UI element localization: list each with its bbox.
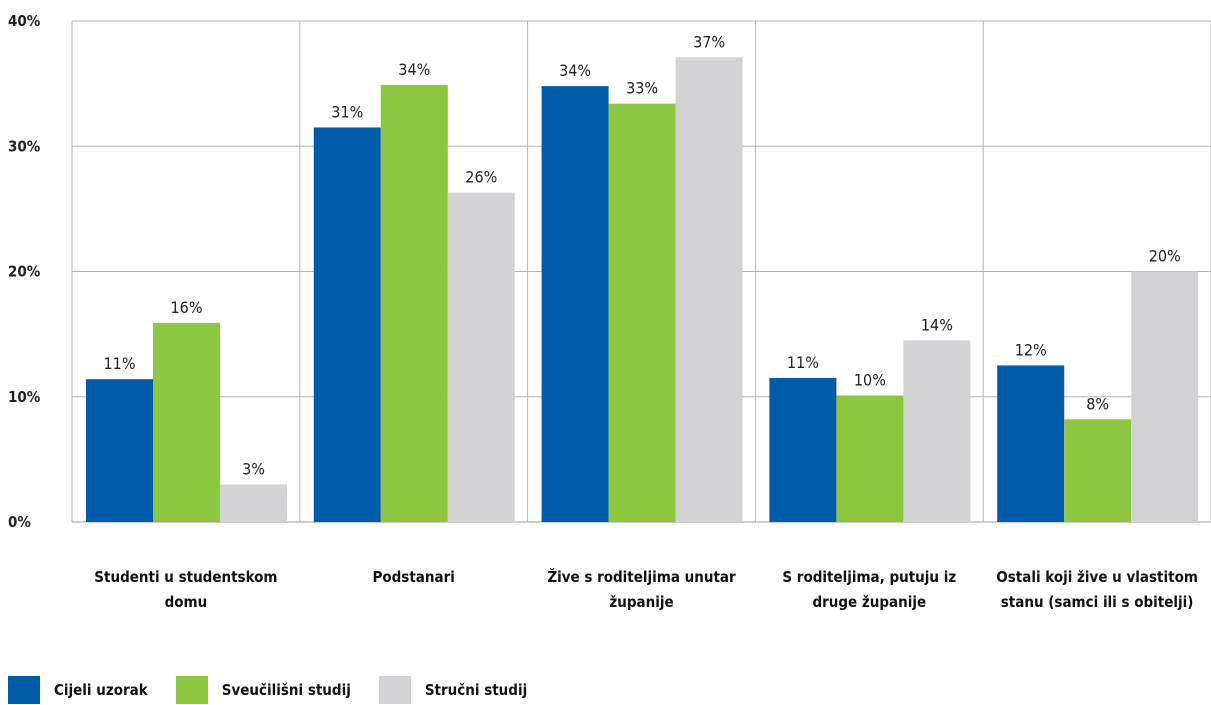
bar (380, 84, 448, 522)
bar (86, 379, 153, 522)
bar (153, 322, 220, 522)
data-label: 31% (331, 102, 363, 121)
legend-item-strucni-studij: Stručni studij (378, 676, 528, 704)
data-label: 37% (693, 32, 725, 51)
y-tick-label: 40% (8, 12, 41, 30)
category-label: druge županije (812, 593, 926, 611)
bar (541, 86, 609, 522)
bar (997, 365, 1065, 522)
category-label: županije (609, 593, 673, 611)
bar (675, 57, 743, 522)
y-tick-label: 0% (8, 513, 31, 531)
data-label: 34% (398, 60, 430, 79)
data-label: 26% (465, 168, 497, 187)
category-label: stanu (samci ili s obitelji) (1001, 593, 1194, 611)
legend-item-sveucilisni-studij: Sveučilišni studij (175, 676, 351, 704)
category-label: S roditeljima, putuju iz (782, 568, 956, 586)
data-label: 10% (854, 370, 886, 389)
legend-label: Cijeli uzorak (54, 681, 148, 699)
data-label: 8% (1086, 394, 1109, 413)
bar (903, 340, 971, 522)
data-label: 11% (787, 353, 819, 372)
y-axis-ticks: 0% 10% 20% 30% 40% (8, 12, 41, 531)
legend-swatch (175, 676, 208, 704)
bar (1064, 419, 1132, 522)
data-label: 14% (921, 315, 953, 334)
y-tick-label: 20% (8, 263, 41, 281)
data-label: 3% (242, 459, 265, 478)
legend-label: Stručni studij (424, 681, 528, 699)
bar (769, 377, 837, 522)
category-label: Studenti u studentskom (94, 568, 277, 586)
data-label: 12% (1015, 340, 1047, 359)
bar (313, 127, 381, 523)
legend-swatch (378, 676, 411, 704)
legend: Cijeli uzorak Sveučilišni studij Stručni… (8, 676, 555, 704)
category-label: Ostali koji žive u vlastitom (996, 568, 1198, 586)
data-labels: 11% 16% 3% 31% 34% 26% 34% 33% 37% 11% 10% 14% 12% 8%… (104, 32, 1181, 478)
y-tick-label: 10% (8, 388, 41, 406)
y-tick-label: 30% (8, 137, 41, 155)
bar (1131, 271, 1199, 522)
bar (836, 395, 904, 522)
category-labels: Studenti u studentskom domu Podstanari Žive… (94, 567, 1198, 611)
category-label: Žive s roditeljima unutar (547, 567, 736, 586)
data-label: 16% (171, 298, 203, 317)
bar (608, 103, 676, 522)
category-label: Podstanari (372, 568, 454, 586)
legend-item-cijeli-uzorak: Cijeli uzorak (8, 676, 148, 704)
data-label: 34% (559, 61, 591, 80)
data-label: 33% (626, 79, 658, 98)
data-label: 20% (1149, 247, 1181, 266)
bar (447, 192, 515, 522)
legend-label: Sveučilišni studij (221, 681, 351, 699)
bars (86, 57, 1199, 523)
data-label: 11% (104, 354, 136, 373)
category-label: domu (165, 593, 208, 611)
legend-swatch (8, 676, 40, 704)
bar (220, 484, 287, 522)
